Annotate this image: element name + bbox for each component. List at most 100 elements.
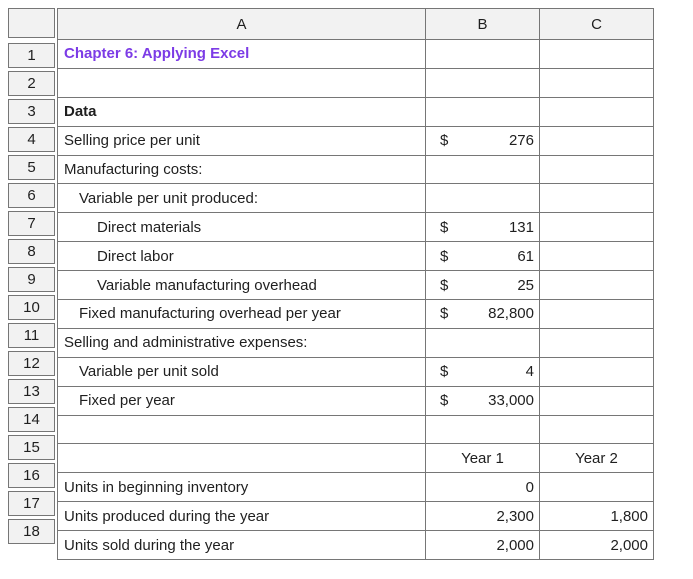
row-header-14[interactable]: 14 [8, 406, 55, 432]
cell-A1[interactable]: Chapter 6: Applying Excel [57, 39, 426, 69]
sheet-row-6: Variable per unit produced: [57, 183, 654, 214]
sheet-row-15: Year 1 Year 2 [57, 443, 654, 474]
sheet-row-14 [57, 414, 654, 445]
cell-A5[interactable]: Manufacturing costs: [57, 154, 426, 185]
cell-C14[interactable] [539, 414, 654, 445]
row-header-2[interactable]: 2 [8, 70, 55, 97]
cell-C16[interactable] [539, 472, 654, 503]
cell-C1[interactable] [539, 39, 654, 69]
cell-A6[interactable]: Variable per unit produced: [57, 183, 426, 214]
cell-B17[interactable]: 2,300 [425, 501, 540, 532]
cell-B13[interactable]: $33,000 [425, 385, 540, 416]
cell-value: 2,300 [496, 507, 534, 525]
sheet-row-11: Selling and administrative expenses: [57, 327, 654, 358]
cell-A14[interactable] [57, 414, 426, 445]
cell-text: Variable per unit sold [79, 363, 219, 381]
cell-C3[interactable] [539, 96, 654, 127]
cell-B6[interactable] [425, 183, 540, 214]
cell-value: 33,000 [488, 392, 534, 410]
cell-A10[interactable]: Fixed manufacturing overhead per year [57, 299, 426, 329]
row-header-1[interactable]: 1 [8, 43, 55, 69]
cell-C18[interactable]: 2,000 [539, 530, 654, 561]
cell-A15[interactable] [57, 443, 426, 474]
cell-B16[interactable]: 0 [425, 472, 540, 503]
sheet-row-10: Fixed manufacturing overhead per year $82… [57, 299, 654, 329]
cell-A7[interactable]: Direct materials [57, 212, 426, 243]
cell-C17[interactable]: 1,800 [539, 501, 654, 532]
cell-B9[interactable]: $25 [425, 270, 540, 301]
cell-value: Year 2 [575, 449, 618, 467]
cell-B8[interactable]: $61 [425, 241, 540, 272]
column-header-B[interactable]: B [425, 8, 540, 40]
row-header-13[interactable]: 13 [8, 378, 55, 404]
column-header-C[interactable]: C [539, 8, 654, 40]
cell-A17[interactable]: Units produced during the year [57, 501, 426, 532]
row-header-8[interactable]: 8 [8, 238, 55, 265]
row-header-7[interactable]: 7 [8, 210, 55, 237]
cell-A9[interactable]: Variable manufacturing overhead [57, 270, 426, 301]
cell-value: 4 [525, 363, 534, 381]
cell-C2[interactable] [539, 67, 654, 98]
cell-value: 276 [508, 132, 534, 150]
cell-C5[interactable] [539, 154, 654, 185]
cell-B18[interactable]: 2,000 [425, 530, 540, 561]
currency-symbol: $ [440, 132, 449, 150]
row-header-5[interactable]: 5 [8, 154, 55, 181]
row-header-17[interactable]: 17 [8, 490, 55, 516]
cell-B1[interactable] [425, 39, 540, 69]
sheet-row-3: Data [57, 96, 654, 127]
cell-A12[interactable]: Variable per unit sold [57, 356, 426, 387]
cell-text: Data [64, 103, 97, 121]
cell-A18[interactable]: Units sold during the year [57, 530, 426, 561]
row-header-16[interactable]: 16 [8, 462, 55, 488]
cell-A4[interactable]: Selling price per unit [57, 125, 426, 156]
sheet-row-12: Variable per unit sold $4 [57, 356, 654, 387]
row-number-cells: 1 2 3 4 5 6 7 8 9 10 11 12 13 14 15 16 17 18 [8, 43, 55, 544]
cell-C15[interactable]: Year 2 [539, 443, 654, 474]
row-header-4[interactable]: 4 [8, 126, 55, 153]
cell-C11[interactable] [539, 327, 654, 358]
cell-B4[interactable]: $276 [425, 125, 540, 156]
cell-B3[interactable] [425, 96, 540, 127]
cell-B15[interactable]: Year 1 [425, 443, 540, 474]
cell-A16[interactable]: Units in beginning inventory [57, 472, 426, 503]
cell-A11[interactable]: Selling and administrative expenses: [57, 327, 426, 358]
cell-C9[interactable] [539, 270, 654, 301]
cell-C13[interactable] [539, 385, 654, 416]
cell-C12[interactable] [539, 356, 654, 387]
row-header-3[interactable]: 3 [8, 98, 55, 125]
row-header-9[interactable]: 9 [8, 266, 55, 293]
cell-C7[interactable] [539, 212, 654, 243]
cell-A3[interactable]: Data [57, 96, 426, 127]
cell-text: Units sold during the year [64, 536, 235, 554]
accounting-cell: $25 [427, 277, 539, 294]
row-header-10[interactable]: 10 [8, 294, 55, 321]
cell-B14[interactable] [425, 414, 540, 445]
select-all-corner[interactable] [8, 8, 55, 38]
cell-B2[interactable] [425, 67, 540, 98]
row-header-15[interactable]: 15 [8, 434, 55, 460]
cell-B10[interactable]: $82,800 [425, 299, 540, 329]
cell-text: Manufacturing costs: [64, 161, 203, 178]
cell-A13[interactable]: Fixed per year [57, 385, 426, 416]
cell-B5[interactable] [425, 154, 540, 185]
cell-C10[interactable] [539, 299, 654, 329]
column-header-A[interactable]: A [57, 8, 426, 40]
cell-B7[interactable]: $131 [425, 212, 540, 243]
cell-A2[interactable] [57, 67, 426, 98]
cell-A8[interactable]: Direct labor [57, 241, 426, 272]
sheet-row-9: Variable manufacturing overhead $25 [57, 270, 654, 301]
cell-C6[interactable] [539, 183, 654, 214]
cell-B12[interactable]: $4 [425, 356, 540, 387]
cell-text: Fixed manufacturing overhead per year [79, 305, 341, 323]
cell-C4[interactable] [539, 125, 654, 156]
cell-C8[interactable] [539, 241, 654, 272]
row-header-6[interactable]: 6 [8, 182, 55, 209]
cell-text: Selling price per unit [64, 132, 200, 150]
row-header-12[interactable]: 12 [8, 350, 55, 377]
cell-B11[interactable] [425, 327, 540, 358]
accounting-cell: $82,800 [427, 305, 539, 322]
row-header-18[interactable]: 18 [8, 518, 55, 544]
row-header-11[interactable]: 11 [8, 322, 55, 349]
sheet-row-2 [57, 67, 654, 98]
